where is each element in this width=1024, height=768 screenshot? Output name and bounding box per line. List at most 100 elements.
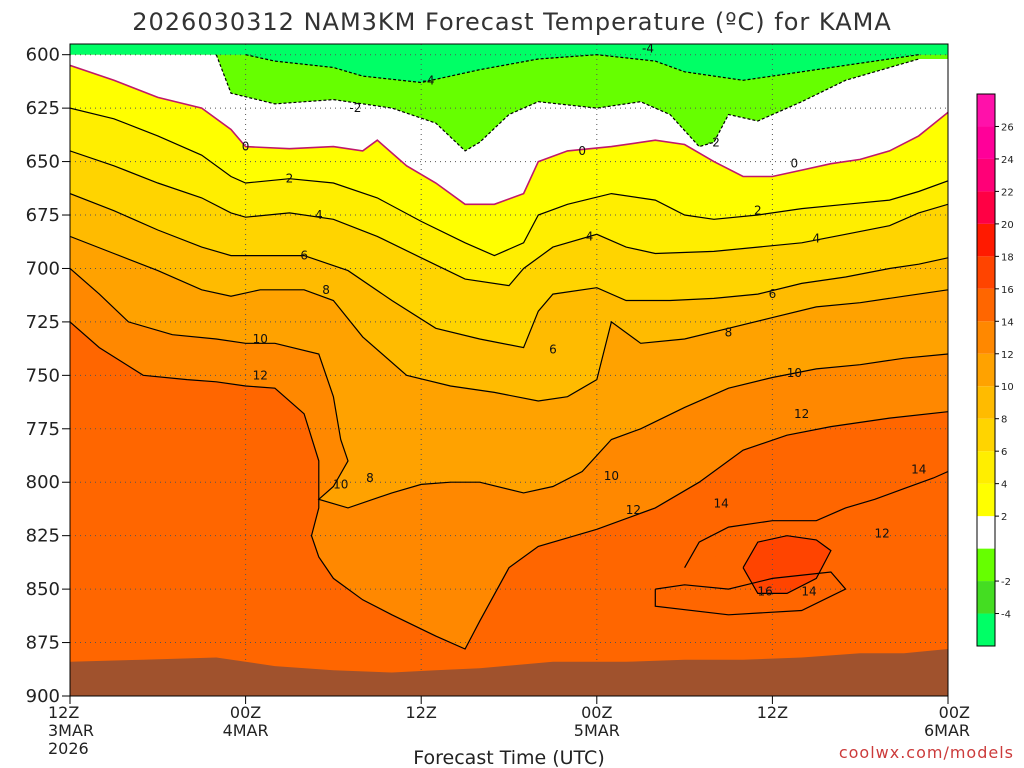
- isotherm-label: 10: [604, 469, 619, 483]
- colorbar-tick-label: 20: [1001, 220, 1014, 231]
- colorbar-tick-label: 4: [1001, 480, 1007, 491]
- x-tick-label: 5MAR: [574, 721, 620, 740]
- isotherm-label: 12: [626, 503, 641, 517]
- colorbar-bin: [977, 191, 995, 224]
- y-tick-label: 700: [26, 258, 60, 279]
- isotherm-label: 8: [322, 283, 330, 297]
- x-tick-label: 3MAR: [48, 721, 94, 740]
- isotherm-label: 0: [578, 144, 586, 158]
- colorbar-bin: [977, 548, 995, 582]
- isotherm-label: 6: [549, 343, 557, 357]
- colorbar-bin: [977, 483, 995, 517]
- colorbar-bin: [977, 451, 995, 484]
- y-tick-label: 825: [26, 526, 60, 547]
- colorbar: 26 24 22 20 18 16 14 12 10 8 6 4 2 -2 -4: [976, 93, 1014, 647]
- colorbar-bin: [977, 516, 995, 549]
- isotherm-label: -4: [642, 41, 654, 55]
- x-axis-label: Forecast Time (UTC): [413, 747, 604, 768]
- gridlines: [70, 44, 948, 696]
- colorbar-tick-label: -4: [1001, 610, 1011, 621]
- band-pocket-16: [743, 535, 831, 594]
- isotherm-label: -4: [423, 73, 435, 87]
- colorbar-tick-label: 22: [1001, 187, 1014, 198]
- x-tick-label: 00Z: [230, 703, 261, 722]
- temperature-fill-layer: [70, 44, 948, 696]
- colorbar-tick-label: 8: [1001, 415, 1007, 426]
- colorbar-tick-label: 16: [1001, 285, 1014, 296]
- x-tick-label: 6MAR: [924, 721, 970, 740]
- isotherm-label: 4: [315, 208, 323, 222]
- colorbar-bin: [977, 288, 995, 322]
- isotherm-8: [70, 235, 948, 402]
- colorbar-bin: [977, 256, 995, 289]
- colorbar-frame: [976, 93, 996, 647]
- isotherm-label: 8: [366, 471, 374, 485]
- isotherm-label: 10: [333, 477, 348, 491]
- isotherm-label: 6: [769, 287, 777, 301]
- terrain-below-ground: [70, 649, 948, 696]
- y-tick-label: 875: [26, 633, 60, 654]
- colorbar-tick-label: 10: [1001, 382, 1014, 393]
- x-tick-label: 2026: [48, 739, 89, 758]
- colorbar-bin: [977, 581, 995, 614]
- isotherm-14: [684, 470, 948, 568]
- x-tick-label: 12Z: [757, 703, 788, 722]
- site-credit: coolwx.com/models: [839, 743, 1014, 762]
- isotherm-label: 16: [757, 584, 772, 598]
- colorbar-bin: [977, 126, 995, 159]
- isotherm-label: 2: [754, 204, 762, 218]
- x-tick-label: 4MAR: [223, 721, 269, 740]
- y-tick-label: 900: [26, 686, 60, 707]
- y-tick-label: 750: [26, 365, 60, 386]
- plot-frame: [69, 43, 949, 697]
- isotherm-label: 4: [586, 229, 594, 243]
- chart-title: 2026030312 NAM3KM Forecast Temperature (…: [132, 8, 892, 36]
- isotherm-label: 0: [242, 140, 250, 154]
- isotherm-4: [70, 150, 948, 287]
- y-tick-label: 775: [26, 419, 60, 440]
- isotherm-2: [70, 107, 948, 257]
- isotherm-6: [70, 193, 948, 349]
- isotherm--4: [245, 54, 919, 84]
- isotherm-label: -2: [708, 135, 720, 149]
- isotherm-label: 14: [714, 497, 729, 511]
- x-tick-label: 12Z: [406, 703, 437, 722]
- x-tick-label: 12Z: [48, 703, 79, 722]
- isotherm-14: [654, 571, 847, 616]
- isotherm-contours: [70, 54, 948, 650]
- colorbar-tick-label: 6: [1001, 447, 1007, 458]
- isotherm-label: -2: [349, 101, 361, 115]
- isotherm-label: 14: [911, 462, 926, 476]
- colorbar-tick-label: 24: [1001, 155, 1014, 166]
- colorbar-tick-label: 12: [1001, 350, 1014, 361]
- isotherm-label: 0: [791, 157, 799, 171]
- x-tick-label: 00Z: [939, 703, 970, 722]
- y-tick-label: 675: [26, 205, 60, 226]
- colorbar-tick-label: 14: [1001, 317, 1014, 328]
- colorbar-bin: [977, 223, 995, 257]
- colorbar-tick-label: -2: [1001, 577, 1011, 588]
- colorbar-tick-label: 18: [1001, 252, 1014, 263]
- colorbar-bin: [977, 386, 995, 419]
- band-above-12: [70, 321, 948, 696]
- x-tick-label: 00Z: [581, 703, 612, 722]
- isotherm-12: [70, 321, 948, 650]
- isotherm-label: 4: [812, 232, 820, 246]
- isotherm-label: 2: [286, 172, 294, 186]
- y-tick-label: 850: [26, 579, 60, 600]
- y-tick-label: 600: [26, 45, 60, 66]
- colorbar-bin: [977, 613, 995, 646]
- y-tick-label: 625: [26, 98, 60, 119]
- plot-area: -4 -4 -2 -2 0 0 0 2 2 4 4 4 6 6 6 8 8 8 10 10 10 10 12 12 12 12 14…: [70, 41, 948, 696]
- isotherm-label: 12: [794, 407, 809, 421]
- colorbar-bin: [977, 321, 995, 354]
- isotherm-label: 10: [253, 332, 268, 346]
- y-tick-label: 650: [26, 152, 60, 173]
- isotherm-label: 14: [801, 584, 816, 598]
- colorbar-bin: [977, 158, 995, 192]
- colorbar-tick-label: 26: [1001, 122, 1014, 133]
- isotherm-label: 6: [300, 249, 308, 263]
- isotherm-labels: -4 -4 -2 -2 0 0 0 2 2 4 4 4 6 6 6 8 8 8 10 10 10 10 12 12 12 12 14…: [242, 41, 927, 598]
